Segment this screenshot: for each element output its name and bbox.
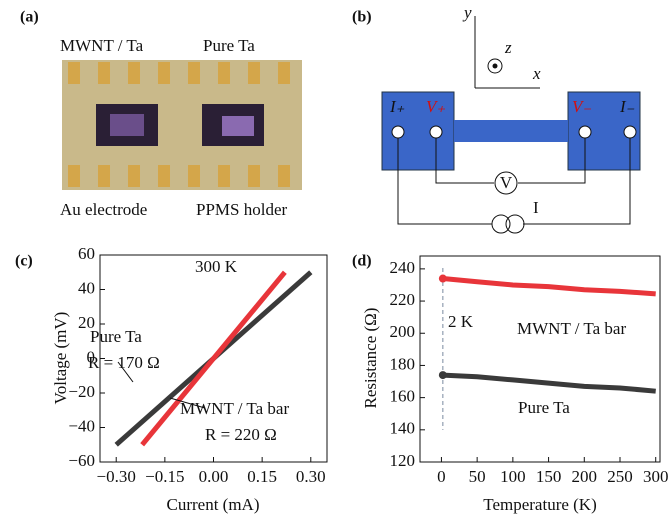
annotation: R = 220 Ω	[205, 425, 277, 444]
bar	[454, 120, 568, 142]
terminal: I₊	[389, 97, 405, 116]
x-tick-label: 250	[607, 467, 633, 486]
start-marker	[439, 275, 447, 283]
axis-label: z	[504, 38, 512, 57]
y-tick-label: −40	[68, 416, 95, 435]
y-tick-label: 60	[78, 244, 95, 263]
x-axis-label: Temperature (K)	[483, 495, 597, 514]
label: MWNT / Ta	[60, 36, 144, 55]
series-line	[142, 272, 285, 445]
label: Pure Ta	[203, 36, 255, 55]
annotation: MWNT / Ta bar	[517, 319, 626, 338]
y-tick-label: 240	[390, 258, 416, 277]
sample	[222, 116, 254, 136]
axis-label: y	[462, 3, 472, 22]
axis-label: x	[532, 64, 541, 83]
sample	[110, 114, 144, 136]
y-tick-label: −20	[68, 382, 95, 401]
y-tick-label: 220	[390, 290, 416, 309]
x-tick-label: 0.15	[247, 467, 277, 486]
x-tick-label: 0	[437, 467, 446, 486]
start-marker	[439, 371, 447, 379]
dot	[493, 64, 498, 69]
panel-label: (c)	[15, 253, 33, 270]
y-axis-label: Voltage (mV)	[51, 312, 70, 405]
terminal: V₊	[426, 97, 445, 116]
x-tick-label: 300	[643, 467, 668, 486]
x-tick-label: 0.30	[296, 467, 326, 486]
series-line	[443, 375, 656, 391]
x-tick-label: 0.00	[199, 467, 229, 486]
annotation: MWNT / Ta bar	[180, 399, 289, 418]
y-tick-label: 140	[390, 419, 416, 438]
series-line	[443, 279, 656, 294]
label: PPMS holder	[196, 200, 287, 219]
x-axis-label: Current (mA)	[166, 495, 259, 514]
y-axis-label: Resistance (Ω)	[361, 308, 380, 409]
panel-label: (b)	[352, 9, 372, 26]
annotation: 2 K	[448, 312, 474, 331]
x-tick-label: −0.30	[97, 467, 136, 486]
label: Au electrode	[60, 200, 147, 219]
annotation: Pure Ta	[90, 327, 142, 346]
x-tick-label: −0.15	[145, 467, 184, 486]
y-tick-label: 120	[390, 451, 416, 470]
y-tick-label: 200	[390, 322, 416, 341]
terminal: V₋	[572, 97, 591, 116]
y-tick-label: 180	[390, 354, 416, 373]
x-tick-label: 50	[469, 467, 486, 486]
x-tick-label: 150	[536, 467, 562, 486]
voltmeter: V	[500, 173, 513, 192]
annotation: Pure Ta	[518, 398, 570, 417]
annotation: 300 K	[195, 257, 238, 276]
figure: (a) MWNT / Ta Pure Ta Au electrode PPMS …	[0, 0, 668, 520]
y-tick-label: 160	[390, 387, 416, 406]
y-tick-label: 40	[78, 278, 95, 297]
y-tick-label: −60	[68, 451, 95, 470]
current-label: I	[533, 198, 539, 217]
panel-label: (a)	[20, 9, 39, 26]
terminal: I₋	[619, 97, 635, 116]
x-tick-label: 200	[572, 467, 598, 486]
panel-label: (d)	[352, 253, 372, 270]
x-tick-label: 100	[500, 467, 526, 486]
